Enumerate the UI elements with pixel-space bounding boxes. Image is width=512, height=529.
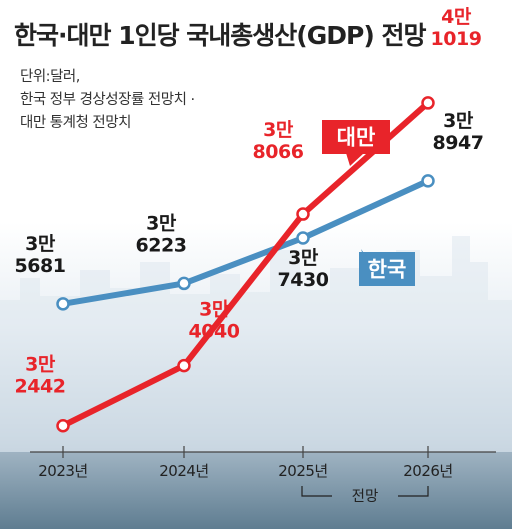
series-layer <box>56 96 435 433</box>
data-label-korea-line1: 3만 <box>443 110 474 132</box>
data-point-korea <box>421 174 435 188</box>
series-tag-box <box>322 120 390 154</box>
projection-label: 전망 <box>352 488 379 505</box>
series-line-taiwan <box>60 99 431 429</box>
data-point-taiwan <box>296 207 310 221</box>
data-label-taiwan-line1: 4만 <box>441 6 472 28</box>
data-label-korea-line1: 3만 <box>25 233 56 255</box>
data-point-korea <box>296 231 310 245</box>
data-point-taiwan <box>421 96 435 110</box>
series-tag-korea: 한국 <box>359 249 415 286</box>
x-tick-label: 2026년 <box>403 462 452 480</box>
data-label-taiwan-line2: 8066 <box>253 141 304 163</box>
series-tag-pointer <box>361 249 368 265</box>
series-tag-label: 대만 <box>337 126 376 150</box>
data-label-taiwan-line1: 3만 <box>25 354 56 376</box>
x-axis: 2023년 2024년 2025년 2026년 <box>38 446 453 480</box>
data-label-korea-line2: 5681 <box>15 255 66 277</box>
data-label-taiwan-line1: 3만 <box>263 119 294 141</box>
x-tick-label: 2025년 <box>278 462 327 480</box>
projection-bracket: 전망 <box>301 486 429 505</box>
data-label-korea-line1: 3만 <box>288 247 319 269</box>
bottom-band <box>0 452 512 529</box>
data-label-layer: 3만56813만62233만74303만89473만24423만40403만80… <box>15 6 484 398</box>
chart-title: 한국·대만 1인당 국내총생산(GDP) 전망 <box>14 21 426 50</box>
data-label-korea-line1: 3만 <box>146 212 177 234</box>
data-point-taiwan <box>177 358 191 373</box>
data-point-korea <box>177 276 191 291</box>
x-tick-label: 2023년 <box>38 462 87 480</box>
data-label-korea-line2: 7430 <box>278 269 329 291</box>
series-tag-box <box>359 252 415 286</box>
data-label-taiwan-line2: 4040 <box>189 321 240 343</box>
data-point-korea <box>56 297 70 311</box>
series-line-korea <box>60 177 431 307</box>
data-label-korea-line2: 8947 <box>433 132 484 154</box>
source-note-korea: 한국 정부 경상성장률 전망치 · <box>20 91 195 108</box>
data-label-taiwan-line2: 1019 <box>431 28 482 50</box>
x-tick-label: 2024년 <box>159 462 208 480</box>
data-label-taiwan-line2: 2442 <box>15 376 66 398</box>
data-point-taiwan <box>56 418 70 433</box>
data-label-taiwan-line1: 3만 <box>199 299 230 321</box>
series-tag-pointer <box>346 153 364 166</box>
data-label-korea-line2: 6223 <box>136 234 187 256</box>
series-tag-taiwan: 대만 <box>322 120 390 166</box>
unit-note: 단위:달러, <box>20 68 80 85</box>
source-note-taiwan: 대만 통계청 전망치 <box>20 114 131 131</box>
series-tag-label: 한국 <box>368 258 407 282</box>
